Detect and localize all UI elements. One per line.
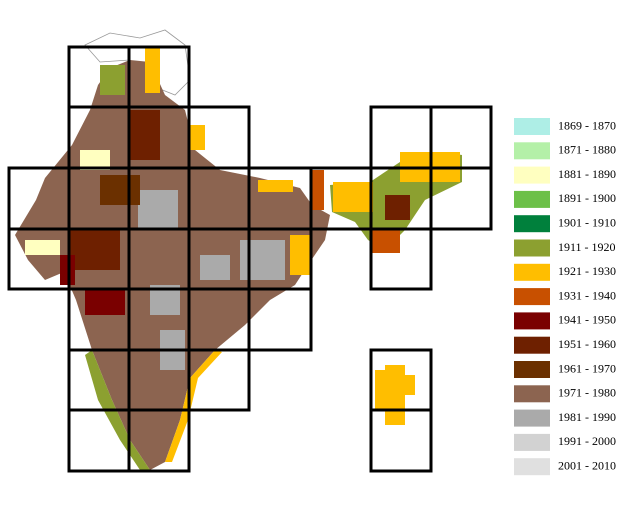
patch xyxy=(70,230,120,270)
patch xyxy=(130,110,160,160)
legend-swatch xyxy=(514,215,550,233)
legend-swatch xyxy=(514,409,550,427)
legend-label: 1941 - 1950 xyxy=(558,313,616,327)
legend-swatch xyxy=(514,142,550,160)
legend-label: 1921 - 1930 xyxy=(558,264,616,278)
legend-swatch xyxy=(514,118,550,135)
legend-swatch xyxy=(514,239,550,257)
legend-label: 1869 - 1870 xyxy=(558,118,616,132)
legend-label: 1981 - 1990 xyxy=(558,410,616,424)
patch xyxy=(258,180,293,192)
patch xyxy=(290,235,310,275)
islands xyxy=(395,375,415,395)
legend-label: 1931 - 1940 xyxy=(558,288,616,302)
legend-label: 1951 - 1960 xyxy=(558,337,616,351)
legend-label: 1971 - 1980 xyxy=(558,386,616,400)
legend-swatch xyxy=(514,190,550,208)
legend-label: 2001 - 2010 xyxy=(558,458,616,472)
patch xyxy=(100,175,140,205)
patch xyxy=(100,65,125,95)
legend: 1869 - 1870 1871 - 1880 1881 - 1890 1891 - … xyxy=(514,118,616,476)
patch xyxy=(200,255,230,280)
patch xyxy=(333,182,373,212)
patch xyxy=(85,290,125,315)
legend-swatch xyxy=(514,361,550,378)
legend-swatch xyxy=(514,433,550,451)
patch xyxy=(138,190,178,230)
legend-swatch xyxy=(514,312,550,330)
patch xyxy=(80,150,110,170)
patch xyxy=(190,125,205,150)
coast xyxy=(165,350,222,462)
legend-swatch xyxy=(514,288,550,306)
legend-label: 1881 - 1890 xyxy=(558,167,616,181)
patch xyxy=(240,240,285,280)
legend-swatch xyxy=(514,336,550,354)
legend-label: 1991 - 2000 xyxy=(558,434,616,448)
grid-squares xyxy=(7,45,493,473)
patch xyxy=(145,48,160,93)
legend-swatch xyxy=(514,166,550,184)
land xyxy=(15,29,462,470)
legend-label: 1911 - 1920 xyxy=(558,240,616,254)
legend-label: 1961 - 1970 xyxy=(558,361,616,375)
legend-label: 1901 - 1910 xyxy=(558,215,616,229)
coast xyxy=(85,350,150,470)
legend-swatch xyxy=(514,385,550,403)
grid xyxy=(7,45,493,473)
legend-label: 1871 - 1880 xyxy=(558,143,616,157)
patch xyxy=(385,195,410,220)
patch xyxy=(312,170,324,210)
legend-swatch xyxy=(514,263,550,281)
legend-swatch xyxy=(514,458,550,476)
legend-label: 1891 - 1900 xyxy=(558,191,616,205)
patch xyxy=(25,240,60,255)
patch xyxy=(370,228,400,253)
